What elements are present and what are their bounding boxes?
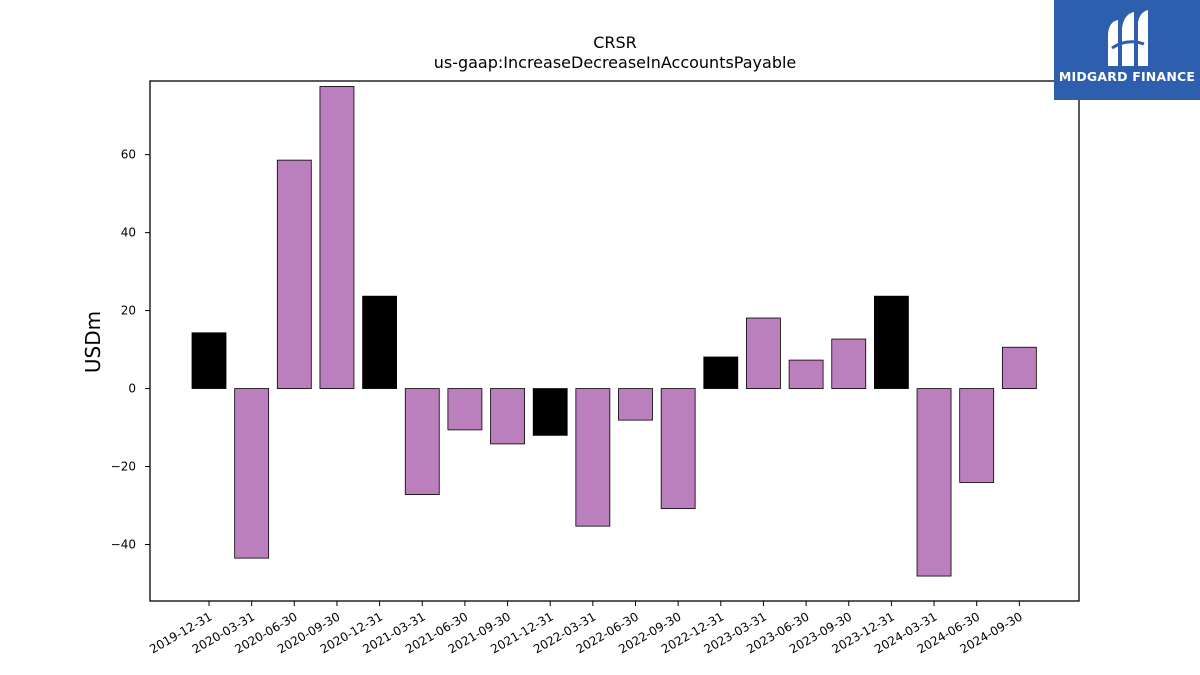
y-tick-label: 40	[121, 226, 136, 240]
y-tick-label: 60	[121, 148, 136, 162]
bars-group	[191, 86, 1037, 577]
chart-title: CRSR	[593, 33, 637, 52]
brand-name: MIDGARD FINANCE	[1058, 69, 1196, 84]
bar-2020-06-30	[276, 159, 312, 389]
bar-2020-09-30	[319, 86, 355, 389]
bar-2021-03-31	[404, 388, 440, 495]
bar-2023-03-31	[746, 317, 781, 389]
plot-frame	[149, 80, 1080, 602]
y-tick-label: 0	[128, 382, 136, 396]
bar-2023-06-30	[788, 359, 824, 389]
bar-2023-09-30	[831, 338, 867, 389]
bar-2021-06-30	[447, 388, 483, 431]
bar-2020-12-31	[362, 295, 398, 389]
x-axis-ticks: 2019-12-312020-03-312020-06-302020-09-30…	[147, 601, 1025, 656]
bar-2022-12-31	[703, 356, 739, 389]
bar-2024-06-30	[959, 388, 995, 483]
y-tick-label: −40	[111, 537, 136, 551]
y-axis-ticks: −40 −20 0 20 40 60	[111, 148, 150, 551]
midgard-logo-icon	[1108, 10, 1148, 66]
y-axis-label: USDm	[81, 311, 105, 373]
bar-2022-06-30	[618, 388, 653, 421]
y-tick-label: −20	[111, 460, 136, 474]
bar-2022-03-31	[575, 388, 611, 527]
bar-2021-12-31	[532, 388, 568, 436]
bar-2023-12-31	[874, 295, 909, 389]
y-tick-label: 20	[121, 304, 136, 318]
bar-2022-09-30	[660, 388, 696, 510]
bar-2020-03-31	[234, 388, 270, 559]
brand-logo: MIDGARD FINANCE	[1054, 0, 1200, 100]
bar-2024-09-30	[1001, 346, 1037, 389]
chart-subtitle: us-gaap:IncreaseDecreaseInAccountsPayabl…	[434, 53, 797, 72]
bar-2019-12-31	[191, 332, 227, 389]
bar-2024-03-31	[916, 388, 952, 577]
bar-2021-09-30	[490, 388, 525, 445]
